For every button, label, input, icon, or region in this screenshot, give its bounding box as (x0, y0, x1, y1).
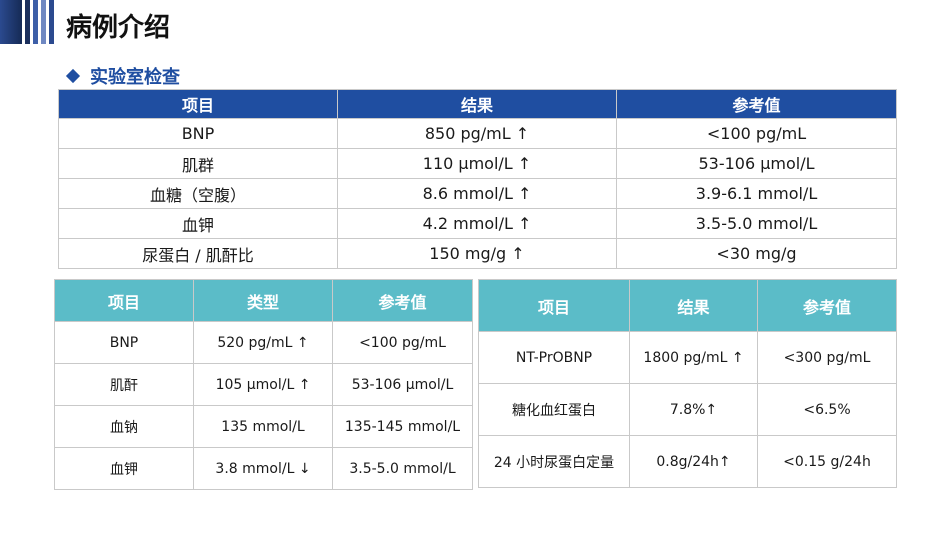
table-cell: 135-145 mmol/L (332, 405, 473, 448)
header-cell: 结果 (629, 279, 758, 332)
table-row: 血钠 135 mmol/L 135-145 mmol/L (54, 405, 473, 448)
table-cell: 尿蛋白 / 肌酐比 (58, 238, 338, 269)
page-title: 病例介绍 (66, 13, 171, 43)
table-cell: <0.15 g/24h (757, 435, 897, 488)
table-row: BNP 850 pg/mL ↑ <100 pg/mL (58, 118, 897, 149)
table-row: 肌酐 105 μmol/L ↑ 53-106 μmol/L (54, 363, 473, 406)
table-header-row: 项目 类型 参考值 (54, 279, 473, 322)
table-row: 24 小时尿蛋白定量 0.8g/24h↑ <0.15 g/24h (478, 435, 897, 488)
table-header-row: 项目 结果 参考值 (478, 279, 897, 332)
table-cell: 血糖（空腹） (58, 178, 338, 209)
header-bar-5 (49, 0, 54, 44)
table-row: 血糖（空腹） 8.6 mmol/L ↑ 3.9-6.1 mmol/L (58, 178, 897, 209)
table-header-row: 项目 结果 参考值 (58, 89, 897, 119)
table-cell: BNP (58, 118, 338, 149)
table-row: 尿蛋白 / 肌酐比 150 mg/g ↑ <30 mg/g (58, 238, 897, 269)
table-cell: 血钾 (58, 208, 338, 239)
lab-results-table-right: 项目 结果 参考值 NT-PrOBNP 1800 pg/mL ↑ <300 pg… (478, 279, 897, 488)
table-cell: 3.8 mmol/L ↓ (193, 447, 333, 490)
table-cell: 血钠 (54, 405, 194, 448)
header-cell: 参考值 (332, 279, 473, 322)
table-cell: 糖化血红蛋白 (478, 383, 630, 436)
table-cell: 4.2 mmol/L ↑ (337, 208, 617, 239)
table-cell: 0.8g/24h↑ (629, 435, 758, 488)
table-row: BNP 520 pg/mL ↑ <100 pg/mL (54, 321, 473, 364)
table-cell: 血钾 (54, 447, 194, 490)
table-row: 血钾 4.2 mmol/L ↑ 3.5-5.0 mmol/L (58, 208, 897, 239)
table-cell: 1800 pg/mL ↑ (629, 331, 758, 384)
header-bar-2 (25, 0, 30, 44)
lab-results-table-top: 项目 结果 参考值 BNP 850 pg/mL ↑ <100 pg/mL 肌群 … (58, 89, 897, 269)
table-cell: 肌群 (58, 148, 338, 179)
section-header: 实验室检查 (65, 63, 180, 89)
table-cell: <100 pg/mL (616, 118, 897, 149)
table-row: 血钾 3.8 mmol/L ↓ 3.5-5.0 mmol/L (54, 447, 473, 490)
header-cell: 参考值 (757, 279, 897, 332)
table-cell: 105 μmol/L ↑ (193, 363, 333, 406)
header-cell: 参考值 (616, 89, 897, 119)
header-bar-1 (0, 0, 22, 44)
table-cell: 8.6 mmol/L ↑ (337, 178, 617, 209)
table-cell: 3.9-6.1 mmol/L (616, 178, 897, 209)
header-cell: 项目 (54, 279, 194, 322)
table-cell: 53-106 μmol/L (332, 363, 473, 406)
table-cell: 3.5-5.0 mmol/L (332, 447, 473, 490)
table-row: NT-PrOBNP 1800 pg/mL ↑ <300 pg/mL (478, 331, 897, 384)
header-cell: 项目 (58, 89, 338, 119)
header-cell: 项目 (478, 279, 630, 332)
table-cell: 7.8%↑ (629, 383, 758, 436)
header-bar-4 (41, 0, 46, 44)
table-cell: 3.5-5.0 mmol/L (616, 208, 897, 239)
table-cell: 110 μmol/L ↑ (337, 148, 617, 179)
table-cell: <30 mg/g (616, 238, 897, 269)
table-cell: 24 小时尿蛋白定量 (478, 435, 630, 488)
header-decoration (0, 0, 56, 44)
table-row: 肌群 110 μmol/L ↑ 53-106 μmol/L (58, 148, 897, 179)
table-cell: 53-106 μmol/L (616, 148, 897, 179)
header-cell: 类型 (193, 279, 333, 322)
table-cell: 135 mmol/L (193, 405, 333, 448)
section-title: 实验室检查 (90, 67, 180, 88)
table-row: 糖化血红蛋白 7.8%↑ <6.5% (478, 383, 897, 436)
header-bar-3 (33, 0, 38, 44)
lab-results-table-left: 项目 类型 参考值 BNP 520 pg/mL ↑ <100 pg/mL 肌酐 … (54, 279, 473, 490)
table-cell: BNP (54, 321, 194, 364)
table-cell: 850 pg/mL ↑ (337, 118, 617, 149)
table-cell: NT-PrOBNP (478, 331, 630, 384)
table-cell: 150 mg/g ↑ (337, 238, 617, 269)
table-cell: 肌酐 (54, 363, 194, 406)
table-cell: <6.5% (757, 383, 897, 436)
table-cell: 520 pg/mL ↑ (193, 321, 333, 364)
header-cell: 结果 (337, 89, 617, 119)
table-cell: <100 pg/mL (332, 321, 473, 364)
table-cell: <300 pg/mL (757, 331, 897, 384)
diamond-bullet-icon (65, 68, 81, 84)
